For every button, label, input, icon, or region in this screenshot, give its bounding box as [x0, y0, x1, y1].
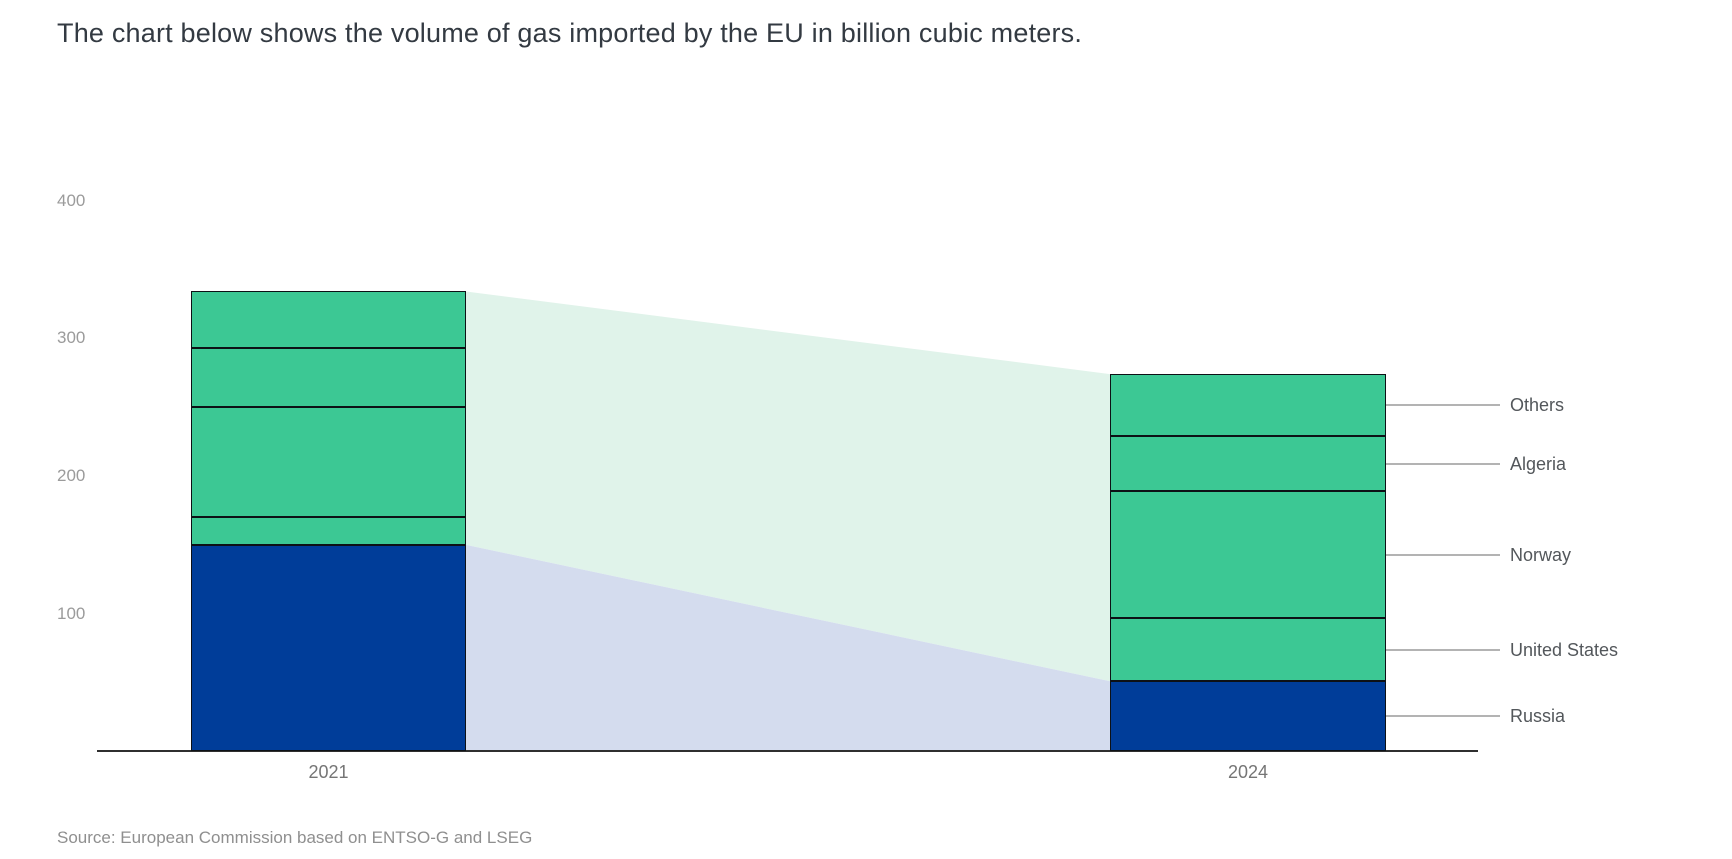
leader-line-united-states: [1386, 648, 1500, 651]
series-label-russia: Russia: [1510, 706, 1566, 727]
x-axis-tick-label: 2021: [308, 762, 349, 782]
bar-segment-2024-norway: [1110, 491, 1386, 618]
y-axis-tick-label: 100: [57, 603, 86, 623]
series-label-others: Others: [1510, 395, 1565, 416]
bar-segment-2024-others: [1110, 374, 1386, 437]
leader-line-others: [1386, 404, 1500, 407]
bar-segment-2021-united-states: [191, 517, 466, 545]
flow-band-non-russia: [466, 291, 1110, 682]
leader-line-russia: [1386, 715, 1500, 718]
series-label-united-states: United States: [1510, 639, 1619, 660]
y-axis-tick-label: 200: [57, 466, 86, 486]
y-axis-tick-label: 300: [57, 328, 86, 348]
bar-segment-2021-russia: [191, 544, 466, 752]
bar-segment-2024-russia: [1110, 681, 1386, 752]
bar-segment-2021-norway: [191, 407, 466, 518]
flow-band-russia: [466, 544, 1110, 752]
leader-line-norway: [1386, 553, 1500, 556]
leader-line-algeria: [1386, 462, 1500, 465]
bar-segment-2024-united-states: [1110, 617, 1386, 682]
x-axis-line: [97, 750, 1478, 752]
bar-segment-2024-algeria: [1110, 436, 1386, 492]
x-axis-tick-label: 2024: [1227, 762, 1269, 782]
chart-title: The chart below shows the volume of gas …: [57, 18, 1083, 48]
series-label-algeria: Algeria: [1510, 453, 1567, 474]
series-label-norway: Norway: [1510, 544, 1572, 565]
y-axis-tick-label: 400: [57, 190, 86, 210]
bar-segment-2021-others: [191, 291, 466, 348]
bar-segment-2021-algeria: [191, 347, 466, 408]
source-note: Source: European Commission based on ENT…: [57, 828, 533, 847]
